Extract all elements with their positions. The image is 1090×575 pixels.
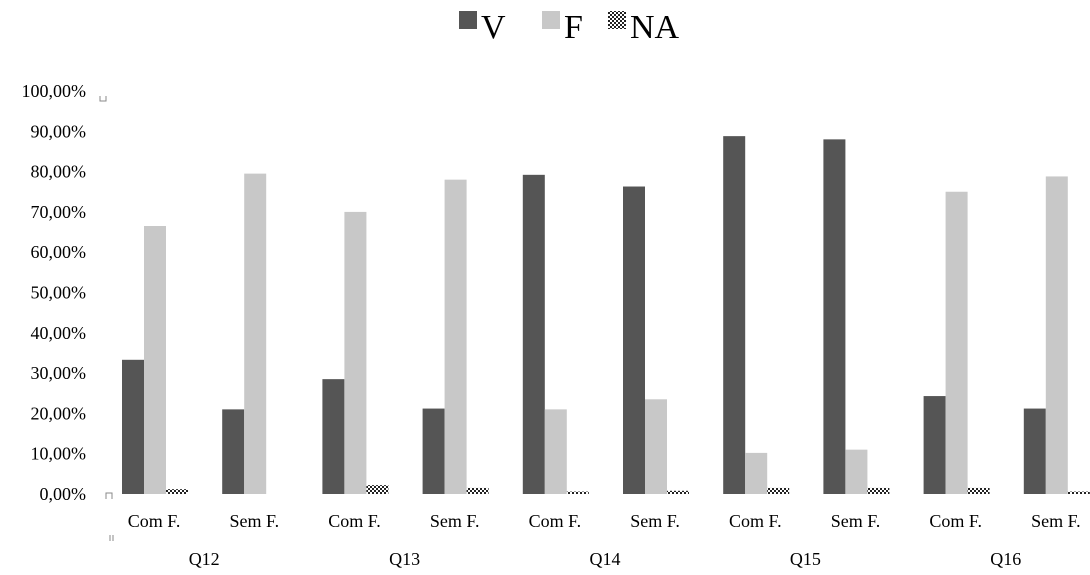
x-category-label: Sem F. <box>630 511 680 531</box>
bar-na <box>466 487 489 494</box>
bar-v <box>723 136 746 495</box>
x-category-label: Com F. <box>328 511 381 531</box>
legend-label-v: V <box>481 9 506 46</box>
bar-f <box>544 409 567 494</box>
x-group-label: Q15 <box>790 549 821 569</box>
x-category-label: Com F. <box>128 511 181 531</box>
y-axis-stub-bottom <box>105 492 113 499</box>
bar-na <box>667 490 689 494</box>
bar-na <box>1067 491 1090 494</box>
y-tick-label: 40,00% <box>31 323 87 343</box>
legend: V F NA <box>459 9 680 46</box>
y-tick-label: 50,00% <box>31 283 87 303</box>
y-tick-label: 70,00% <box>31 202 87 222</box>
bar-f <box>645 399 667 494</box>
bar-na <box>366 485 389 494</box>
bar-v <box>222 409 245 494</box>
y-tick-label: 30,00% <box>31 363 87 383</box>
bar-v <box>122 359 144 494</box>
bar-na <box>867 487 890 494</box>
bar-na <box>166 489 188 494</box>
bar-f <box>344 211 367 494</box>
bar-f <box>444 179 467 494</box>
y-tick-label: 10,00% <box>31 444 87 464</box>
x-category-label: Sem F. <box>230 511 280 531</box>
bar-f <box>144 226 166 494</box>
bar-na <box>566 491 589 494</box>
y-tick-label: 60,00% <box>31 242 87 262</box>
bars <box>122 136 1090 495</box>
bar-v <box>522 174 545 494</box>
y-tick-label: 80,00% <box>31 162 87 182</box>
x-category-label: Com F. <box>729 511 782 531</box>
legend-swatch-v <box>459 11 477 29</box>
bar-na <box>967 487 990 494</box>
y-tick-label: 20,00% <box>31 403 87 423</box>
legend-label-f: F <box>564 9 583 46</box>
x-category-label: Sem F. <box>831 511 881 531</box>
y-axis: 0,00% 10,00% 20,00% 30,00% 40,00% 50,00% 60,00… <box>22 81 114 541</box>
bar-v <box>422 408 445 494</box>
bar-f <box>945 191 968 494</box>
y-axis-stub-top <box>99 96 107 102</box>
x-category-label: Sem F. <box>1031 511 1081 531</box>
y-tick-label: 0,00% <box>40 484 87 504</box>
x-group-label: Q13 <box>389 549 420 569</box>
bar-f <box>1045 176 1068 494</box>
x-category-label: Com F. <box>529 511 582 531</box>
x-axis: Com F. Sem F. Com F. Sem F. Com F. Sem F. Com … <box>128 511 1081 569</box>
bar-v <box>322 379 345 494</box>
bar-f <box>845 449 868 494</box>
legend-swatch-f <box>542 11 560 29</box>
x-group-label: Q14 <box>590 549 621 569</box>
bar-v <box>823 139 846 495</box>
x-axis-stub <box>109 535 114 541</box>
y-tick-label: 90,00% <box>31 121 87 141</box>
x-category-label: Com F. <box>929 511 982 531</box>
bar-na <box>767 487 790 494</box>
legend-label-na: NA <box>630 9 680 46</box>
bar-v <box>623 186 645 495</box>
bar-f <box>244 173 267 495</box>
bar-f <box>745 452 768 494</box>
legend-swatch-na <box>608 11 626 29</box>
x-group-label: Q12 <box>189 549 220 569</box>
bar-v <box>1023 408 1046 494</box>
x-group-label: Q16 <box>990 549 1021 569</box>
bar-v <box>923 396 946 494</box>
x-category-label: Sem F. <box>430 511 480 531</box>
y-tick-label: 100,00% <box>22 81 87 101</box>
